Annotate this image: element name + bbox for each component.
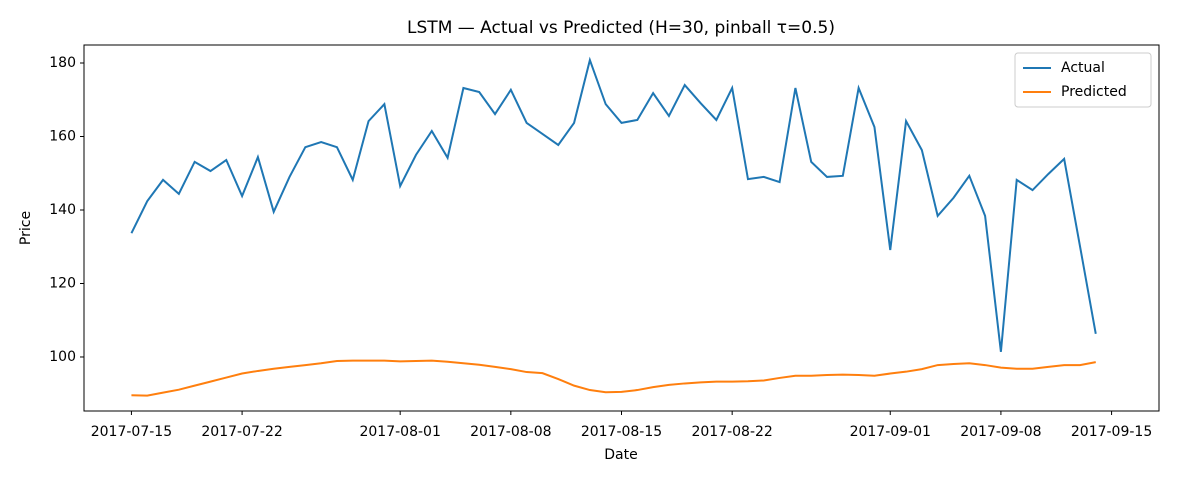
y-axis-label: Price: [18, 211, 34, 245]
legend-label: Predicted: [1061, 84, 1127, 100]
data-line: [131, 359, 1096, 397]
y-tick-label: 180: [49, 55, 76, 71]
legend-label: Actual: [1061, 60, 1105, 76]
x-tick-label: 2017-08-22: [691, 424, 772, 440]
x-tick-label: 2017-08-08: [470, 424, 551, 440]
y-tick-label: 140: [49, 202, 76, 218]
y-tick-label: 120: [49, 275, 76, 291]
x-tick-label: 2017-08-15: [581, 424, 662, 440]
chart-title: LSTM — Actual vs Predicted (H=30, pinbal…: [407, 18, 835, 38]
x-tick-label: 2017-09-01: [850, 424, 931, 440]
x-tick-label: 2017-07-15: [91, 424, 172, 440]
y-tick-label: 160: [49, 129, 76, 145]
x-axis-label: Date: [604, 447, 637, 463]
legend-box: [1014, 52, 1152, 108]
data-line: [130, 56, 1097, 352]
x-tick-label: 2017-09-08: [960, 424, 1041, 440]
y-tick-label: 100: [49, 349, 76, 365]
x-tick-label: 2017-08-01: [359, 424, 440, 440]
plot-frame: [83, 44, 1160, 412]
x-tick-label: 2017-09-15: [1071, 424, 1152, 440]
x-tick-label: 2017-07-22: [201, 424, 282, 440]
